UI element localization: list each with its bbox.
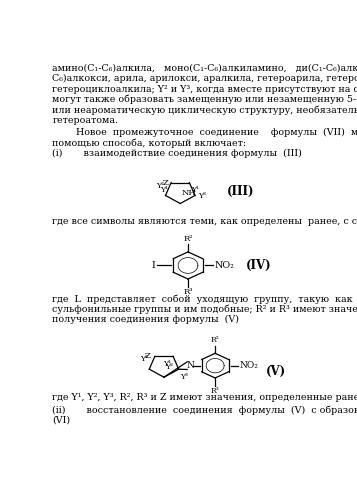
Text: R³: R³ (183, 288, 193, 296)
Text: NO₂: NO₂ (240, 361, 259, 370)
Text: (i)       взаимодействие соединения формулы  (III): (i) взаимодействие соединения формулы (I… (52, 149, 302, 158)
Text: могут также образовать замещенную или незамещенную 5- или 6-членную ароматическу: могут также образовать замещенную или не… (52, 95, 357, 104)
Text: Z: Z (145, 352, 151, 360)
Text: Y¹: Y¹ (191, 187, 199, 195)
Text: (IV): (IV) (246, 259, 272, 272)
Text: Новое  промежуточное  соединение    формулы  (VII)  может  быть  получено  с: Новое промежуточное соединение формулы (… (52, 128, 357, 137)
Text: Y³: Y³ (180, 373, 188, 381)
Text: Y²: Y² (140, 355, 148, 363)
Text: NH: NH (182, 189, 197, 197)
Text: получения соединения формулы  (V): получения соединения формулы (V) (52, 315, 240, 324)
Text: или неароматическую циклическую структуру, необязательно  содержащую  один или д: или неароматическую циклическую структур… (52, 105, 357, 115)
Text: Y²: Y² (166, 363, 174, 371)
Text: сульфонильные группы и им подобные; R² и R³ имеют значения, определенные ранее, : сульфонильные группы и им подобные; R² и… (52, 305, 357, 314)
Text: Y¹: Y¹ (160, 186, 168, 194)
Text: R²: R² (183, 236, 193, 244)
Text: I: I (152, 261, 155, 270)
Text: C₆)алкокси, арила, арилокси, аралкила, гетероарила, гетероаралкила, гетероциклил: C₆)алкокси, арила, арилокси, аралкила, г… (52, 74, 357, 83)
Text: (V): (V) (266, 365, 286, 378)
Text: гетероциклоалкила; Y² и Y³, когда вместе присутствуют на соседних атомах углерод: гетероциклоалкила; Y² и Y³, когда вместе… (52, 84, 357, 93)
Text: помощью способа, который включает:: помощью способа, который включает: (52, 138, 246, 148)
Text: Y³: Y³ (198, 192, 206, 200)
Text: где все символы являются теми, как определены  ранее, с соединением формулы (IV): где все символы являются теми, как опред… (52, 218, 357, 227)
Text: Z: Z (162, 179, 168, 187)
Text: R²: R² (211, 336, 220, 344)
Text: Y¹: Y¹ (164, 360, 171, 368)
Text: где  L  представляет  собой  уходящую  группу,  такую  как  атом  галогена,  алк: где L представляет собой уходящую группу… (52, 294, 357, 304)
Text: (VI): (VI) (52, 416, 70, 425)
Text: (ii)       восстановление  соединения  формулы  (V)  с образованием соединения ф: (ii) восстановление соединения формулы (… (52, 405, 357, 415)
Text: гетероатома.: гетероатома. (52, 116, 119, 125)
Text: N: N (186, 361, 194, 370)
Text: амино(C₁-C₆)алкила,   моно(C₁-C₆)алкиламино,   ди(C₁-C₆)алкиламино,   ариламино,: амино(C₁-C₆)алкила, моно(C₁-C₆)алкиламин… (52, 64, 357, 73)
Text: NO₂: NO₂ (214, 261, 234, 270)
Text: (III): (III) (227, 186, 254, 199)
Text: где Y¹, Y², Y³, R², R³ и Z имеют значения, определенные ранее,: где Y¹, Y², Y³, R², R³ и Z имеют значени… (52, 393, 357, 402)
Text: R³: R³ (211, 387, 220, 395)
Text: Y²: Y² (156, 182, 164, 190)
